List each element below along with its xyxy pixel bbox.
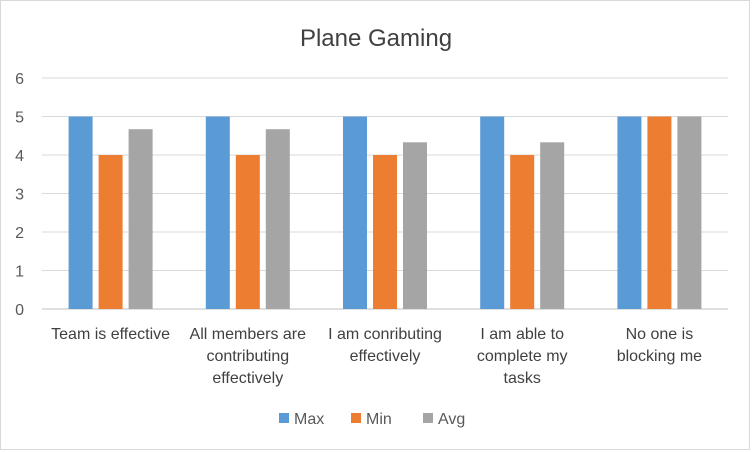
legend-label-avg: Avg [438, 411, 465, 428]
bar-avg [540, 142, 565, 309]
legend-swatch-avg [423, 413, 433, 423]
bar-max [68, 116, 93, 309]
legend-swatch-max [279, 413, 289, 423]
bar-max [205, 116, 230, 309]
y-tick-label: 4 [15, 148, 24, 165]
bar-avg [265, 129, 290, 309]
x-category-label: I am conributing effectively [328, 326, 442, 365]
x-axis-labels: Team is effective All members are contribu… [51, 326, 702, 387]
legend-swatch-min [351, 413, 361, 423]
x-category-label: I am able to complete my tasks [477, 326, 568, 387]
chart-title: Plane Gaming [300, 25, 452, 52]
y-axis-ticks: 0 1 2 3 4 5 6 [15, 71, 24, 319]
y-tick-label: 2 [15, 225, 24, 242]
bar-max [343, 116, 367, 309]
bar-min [235, 155, 260, 309]
bar-avg [403, 142, 427, 309]
bar-avg [128, 129, 153, 309]
legend-label-min: Min [366, 411, 392, 428]
legend-label-max: Max [294, 411, 324, 428]
x-category-label: All members are contributing effectively [190, 326, 307, 387]
bar-min [98, 155, 123, 309]
legend: Max Min Avg [279, 411, 465, 428]
x-category-label: Team is effective [51, 326, 170, 343]
bar-min [647, 116, 672, 309]
bars [68, 116, 702, 309]
y-tick-label: 1 [15, 264, 24, 281]
y-tick-label: 3 [15, 187, 24, 204]
bar-min [510, 155, 535, 309]
y-tick-label: 6 [15, 71, 24, 88]
bar-max [480, 116, 505, 309]
bar-min [373, 155, 397, 309]
bar-max [617, 116, 642, 309]
y-tick-label: 0 [15, 302, 24, 319]
y-tick-label: 5 [15, 110, 24, 127]
bar-avg [677, 116, 702, 309]
x-category-label: No one is blocking me [617, 326, 702, 365]
